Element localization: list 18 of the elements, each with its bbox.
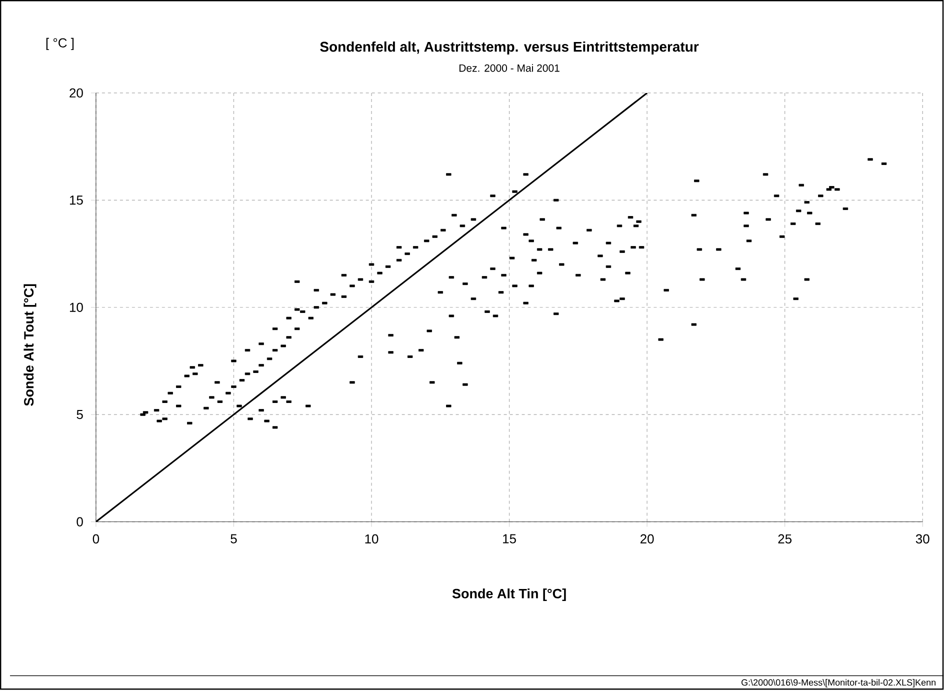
y-axis-title: Sonde Alt Tout [°C] [24,284,36,406]
y-tick-label: 10 [70,302,83,312]
y-tick-label: 5 [76,410,83,420]
x-tick-label: 10 [365,534,378,544]
x-axis-title: Sonde Alt Tin [°C] [452,588,566,602]
x-tick-label: 15 [503,534,516,544]
x-tick-label: 25 [778,534,792,544]
y-tick-label: 20 [70,88,83,98]
x-tick-label: 20 [640,534,654,544]
x-tick-label: 30 [916,534,930,544]
y-tick-label: 0 [76,517,83,526]
text: [ °C ] [46,38,74,50]
x-tick-label: 5 [230,534,237,544]
chart-subtitle: Dez. 2000 - Mai 2001 [459,64,560,72]
y-tick-label: 15 [70,196,83,205]
chart-title: Sondenfeld alt, Austrittstemp. versus Eintrittstemperatur [320,42,699,55]
text: G:\2000\016\9-Mess\[Monitor-ta-bil-02.XLS]Kenn [742,679,936,688]
x-tick-label: 0 [92,534,100,544]
